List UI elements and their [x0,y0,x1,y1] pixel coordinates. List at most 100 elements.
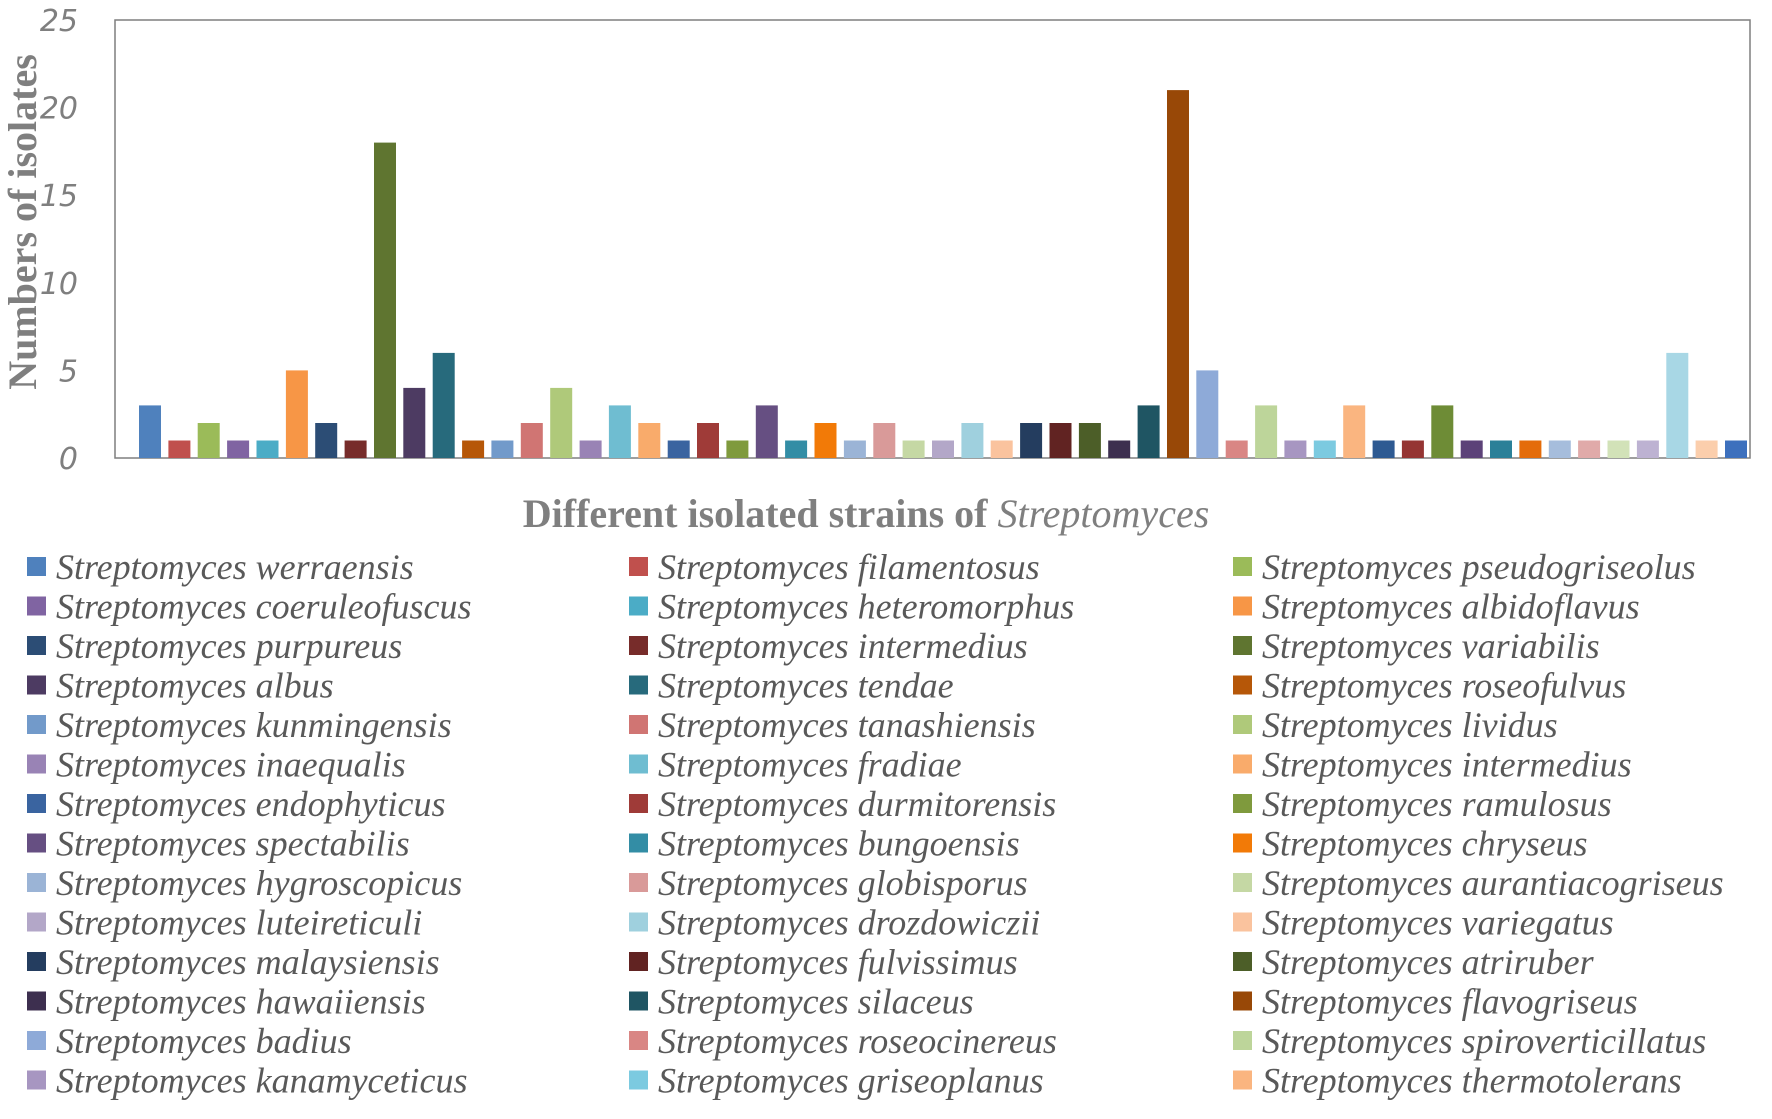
legend-swatch [1233,794,1252,813]
legend-swatch [629,675,648,695]
y-tick-label: 0 [59,442,78,477]
legend-swatch [629,873,648,892]
bar [785,440,808,458]
legend-label: Streptomyces thermotolerans [1262,1061,1682,1101]
legend-swatch [629,557,648,576]
bar [873,423,896,458]
bar [1490,440,1512,458]
y-tick-label: 15 [40,179,78,214]
legend-swatch [629,754,648,774]
bar [403,387,426,458]
bar [1578,440,1601,458]
legend-label: Streptomyces silaceus [658,982,974,1022]
bar [843,440,866,458]
legend-label: Streptomyces aurantiacogriseus [1262,863,1724,903]
legend-label: Streptomyces bungoensis [658,824,1020,864]
bar [902,440,925,458]
bar [755,405,778,458]
bar [256,440,279,458]
legend-label: Streptomyces luteireticuli [56,903,422,943]
bar [1460,440,1483,458]
legend-label: Streptomyces roseocinereus [658,1021,1057,1061]
bar [697,423,719,458]
bar [1636,440,1659,458]
legend-label: Streptomyces globisporus [658,863,1028,903]
bar [168,440,191,458]
bar [1167,90,1189,458]
legend-swatch [629,715,648,734]
legend-swatch [27,557,46,576]
plot-area-border [114,19,1751,459]
bar [139,405,161,458]
bar [1313,440,1336,458]
bar [432,352,455,458]
bar [1049,423,1072,458]
legend-swatch [629,1070,648,1090]
bar [1020,423,1043,458]
legend-swatch [1233,1031,1252,1050]
legend-swatch [27,754,46,774]
legend-label: Streptomyces endophyticus [56,784,446,824]
legend-label: Streptomyces atriruber [1262,942,1595,982]
legend-swatch [1233,833,1252,853]
bar [932,440,954,458]
legend-swatch [629,596,648,616]
legend-swatch [27,715,46,734]
bar [579,440,602,458]
legend-label: Streptomyces drozdowiczii [658,903,1040,943]
legend-label: Streptomyces heteromorphus [658,587,1074,627]
legend-label: Streptomyces flavogriseus [1262,982,1638,1022]
y-axis-ticks: 0 5 10 15 20 25 [40,4,78,477]
bar [1343,405,1366,458]
bar [1196,370,1219,458]
bar [462,440,485,458]
bar [1607,440,1630,458]
legend-label: Streptomyces spiroverticillatus [1262,1021,1706,1061]
bar [1431,405,1454,458]
bar [1108,440,1131,458]
legend-label: Streptomyces albus [56,666,334,706]
bar [1401,440,1424,458]
bar [197,423,220,458]
bar [491,440,514,458]
bar [1137,405,1160,458]
bar [1225,440,1248,458]
legend-swatch [629,833,648,853]
legend-swatch [1233,675,1252,695]
legend-label: Streptomyces pseudogriseolus [1262,547,1696,587]
bar [1255,405,1278,458]
legend-label: Streptomyces tanashiensis [658,705,1036,745]
legend-swatch [27,952,46,971]
legend-label: Streptomyces malaysiensis [56,942,440,982]
legend-label: Streptomyces inaequalis [56,745,406,785]
legend-label: Streptomyces variegatus [1262,903,1614,943]
legend-swatch [1233,636,1252,655]
legend-label: Streptomyces kunmingensis [56,705,452,745]
x-axis-label-prefix: Different isolated strains of [523,491,998,536]
y-tick-label: 5 [59,354,78,389]
legend-label: Streptomyces chryseus [1262,824,1588,864]
bar [315,423,338,458]
legend-swatch [629,1031,648,1050]
bar [285,370,308,458]
legend-label: Streptomyces badius [56,1021,352,1061]
y-tick-label: 10 [40,267,78,302]
bar [814,423,837,458]
bar [1695,440,1718,458]
bar [726,440,749,458]
legend-swatch [629,636,648,655]
bar [1725,440,1747,458]
bar [550,387,573,458]
y-tick-label: 20 [40,92,78,127]
legend-swatch [27,794,46,813]
bar [1284,440,1307,458]
legend-swatch [1233,754,1252,774]
bar [961,423,984,458]
legend-swatch [27,912,46,932]
bar [1666,352,1689,458]
legend-label: Streptomyces filamentosus [658,547,1040,587]
bar [344,440,367,458]
legend: Streptomyces werraensis Streptomyces fila… [27,547,1724,1101]
legend-swatch [27,991,46,1011]
